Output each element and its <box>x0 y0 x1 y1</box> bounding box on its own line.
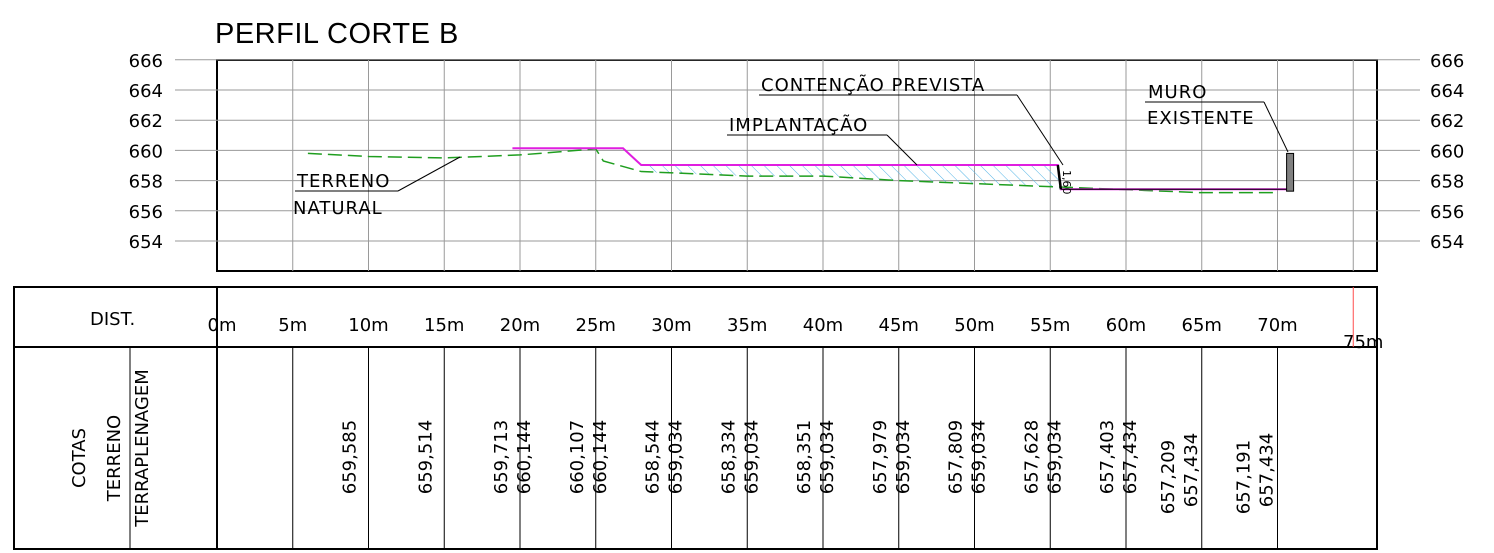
annotations: TERRENO NATURAL IMPLANTAÇÃO CONTENÇÃO PREVI… <box>293 74 1289 219</box>
leader-line <box>1263 101 1289 153</box>
distance-label: 25m <box>576 315 616 336</box>
elevation-label-right: 658 <box>1430 172 1464 193</box>
elevation-label-right: 664 <box>1430 81 1464 102</box>
elevation-label-left: 656 <box>129 202 163 223</box>
elevation-label-left: 654 <box>129 232 163 253</box>
terreno-value: 657,809 <box>946 420 967 494</box>
terraplenagem-value: 660,144 <box>590 420 611 494</box>
terraplenagem-value: 659,034 <box>741 420 762 494</box>
distance-label: 5m <box>278 315 307 336</box>
elevation-label-right: 666 <box>1430 51 1464 72</box>
distance-label: 60m <box>1106 315 1146 336</box>
distance-label: 55m <box>1030 315 1070 336</box>
terreno-value: 659,713 <box>491 420 512 494</box>
cut-hatch <box>639 165 1060 187</box>
terreno-value: 657,628 <box>1021 420 1042 494</box>
elevation-label-left: 662 <box>129 111 163 132</box>
terreno-row-label: TERRENO <box>104 415 125 502</box>
distance-label: 75m <box>1343 332 1383 353</box>
terraplenagem-value: 657,434 <box>1181 433 1202 507</box>
elevation-label-left: 666 <box>129 51 163 72</box>
terraplenagem-value: 659,034 <box>1044 420 1065 494</box>
wall-height-label: 1,60 <box>1060 170 1073 195</box>
elevation-label-left: 658 <box>129 172 163 193</box>
table-frame <box>13 286 1378 550</box>
elevation-label-left: 660 <box>129 141 163 162</box>
retaining-wall <box>1056 164 1063 190</box>
terraplenagem-value: 659,034 <box>969 420 990 494</box>
terreno-value: 657,403 <box>1097 420 1118 494</box>
data-table: DIST. COTAS TERRENO TERRAPLENAGEM 0m 5m 10m 15m… <box>13 286 1383 550</box>
label-natural: NATURAL <box>293 198 383 219</box>
terreno-value: 659,514 <box>415 420 436 494</box>
terreno-value: 660,107 <box>567 420 588 494</box>
terreno-value: 659,585 <box>340 420 361 494</box>
terreno-value: 657,209 <box>1158 440 1179 514</box>
label-existente: EXISTENTE <box>1147 108 1255 129</box>
label-contencao: CONTENÇÃO PREVISTA <box>761 74 985 96</box>
elevation-label-right: 654 <box>1430 232 1464 253</box>
terraplenagem-value: 660,144 <box>514 420 535 494</box>
terreno-value: 657,191 <box>1234 440 1255 514</box>
elevation-label-left: 664 <box>129 81 163 102</box>
distance-label: 40m <box>803 315 843 336</box>
terraplenagem-value: 657,434 <box>1257 433 1278 507</box>
profile-grid: 654 654 656 656 658 658 660 660 662 662 664 664 666 6… <box>129 51 1464 272</box>
terraplenagem-value: 659,034 <box>893 420 914 494</box>
leader-line <box>1016 94 1064 166</box>
terreno-value: 658,351 <box>794 420 815 494</box>
leader-line <box>397 156 461 192</box>
cotas-label: COTAS <box>69 428 90 488</box>
elevation-label-right: 656 <box>1430 202 1464 223</box>
elevation-label-right: 662 <box>1430 111 1464 132</box>
distance-label: 35m <box>727 315 767 336</box>
profile-graphics: 1,60 <box>307 147 1295 195</box>
terraplenagem-row-label: TERRAPLENAGEM <box>132 369 153 528</box>
label-implantacao: IMPLANTAÇÃO <box>729 114 868 136</box>
distance-label: 20m <box>500 315 540 336</box>
distance-label: 0m <box>208 315 237 336</box>
leader-line <box>886 134 918 166</box>
label-muro: MURO <box>1148 82 1207 103</box>
dist-label: DIST. <box>90 309 135 330</box>
distance-label: 70m <box>1257 315 1297 336</box>
terraplenagem-value: 659,034 <box>666 420 687 494</box>
terreno-value: 657,979 <box>870 420 891 494</box>
distance-label: 65m <box>1182 315 1222 336</box>
distance-label: 15m <box>424 315 464 336</box>
existing-wall <box>1286 152 1295 192</box>
distance-label: 50m <box>954 315 994 336</box>
terraplenagem-value: 659,034 <box>817 420 838 494</box>
distance-label: 30m <box>651 315 691 336</box>
elevation-label-right: 660 <box>1430 141 1464 162</box>
terreno-value: 658,334 <box>718 420 739 494</box>
terraplenagem-value: 657,434 <box>1120 420 1141 494</box>
distance-label: 10m <box>348 315 388 336</box>
terreno-value: 658,544 <box>643 420 664 494</box>
drawing-title: PERFIL CORTE B <box>215 18 459 50</box>
distance-label: 45m <box>879 315 919 336</box>
label-terreno: TERRENO <box>296 171 390 192</box>
